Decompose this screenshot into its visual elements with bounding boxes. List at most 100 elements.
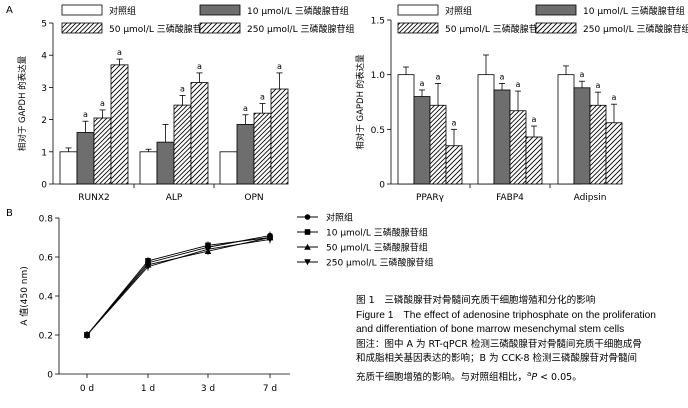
bar: [445, 145, 463, 185]
bar: [509, 110, 527, 185]
marker-triangle-down: [204, 246, 212, 253]
legend-swatch: [535, 22, 577, 34]
caption-note-line-2: 和成脂相关基因表达的影响；B 为 CCK-8 检测三磷酸腺苷对骨髓间: [356, 353, 638, 365]
caption-english-line-2: and differentiation of bone marrow mesen…: [356, 324, 625, 336]
x-tick-label: 7 d: [263, 384, 277, 394]
bar: [525, 136, 543, 185]
bar: [236, 124, 255, 185]
bar: [429, 104, 447, 185]
y-tick-label: 1.0: [371, 71, 386, 81]
caption-note-line-3-suffix: < 0.05。: [537, 372, 582, 384]
legend-swatch: [397, 22, 439, 34]
y-tick-label: 4: [41, 52, 47, 62]
bar: [573, 87, 591, 185]
legend-label: 250 μmol/L 三磷酸腺苷组: [583, 23, 688, 35]
y-tick-label: 1.5: [371, 17, 385, 27]
legend-label: 10 μmol/L 三磷酸腺苷组: [583, 5, 685, 17]
series-line: [86, 237, 271, 336]
caption-title: 图 1 三磷酸腺苷对骨髓间充质干细胞增殖和分化的影响: [356, 295, 596, 306]
caption-english-line-1: Figure 1 The effect of adenosine triphos…: [356, 309, 656, 321]
legend-label: 10 μmol/L 三磷酸腺苷组: [326, 227, 428, 239]
y-tick-label: 5: [41, 20, 47, 30]
significance-mark: a: [436, 72, 441, 81]
category-label: RUNX2: [78, 193, 109, 203]
caption-note-line-3-prefix: 充质干细胞增殖的影响。与对照组相比，: [356, 372, 528, 384]
bar: [413, 96, 431, 185]
legend-label: 50 μmol/L 三磷酸腺苷组: [109, 23, 211, 35]
y-tick-label: 3: [41, 84, 47, 94]
y-tick-label: 0.8: [39, 215, 54, 225]
bar: [270, 88, 289, 185]
legend-label: 50 μmol/L 三磷酸腺苷组: [326, 242, 428, 254]
significance-mark: a: [596, 81, 601, 90]
bar: [397, 74, 415, 185]
legend-label: 50 μmol/L 三磷酸腺苷组: [445, 23, 547, 35]
bar: [477, 74, 495, 185]
legend-swatch: [199, 4, 241, 16]
y-tick-label: 0.2: [39, 332, 53, 342]
significance-mark: a: [277, 62, 282, 71]
marker-triangle-down: [304, 259, 311, 266]
bar: [173, 104, 192, 185]
marker-circle: [304, 214, 311, 220]
caption-note-line-1: 图注：图中 A 为 RT-qPCR 检测三磷酸腺苷对骨髓间充质干细胞成骨: [356, 338, 642, 350]
bar: [493, 89, 511, 185]
category-label: FABP4: [496, 193, 524, 203]
y-tick-label: 0.6: [39, 254, 54, 264]
y-tick-label: 0: [47, 371, 53, 381]
significance-mark: a: [180, 84, 185, 93]
bar-legend-right: 对照组 10 μmol/L 三磷酸腺苷组 50 μmol/L 三磷酸腺苷组 250 μ…: [397, 4, 688, 35]
osteogenic-bar-chart: 0 1 2 3 4 5 相对于 GAPDH 的表达量 a a a RUNX2 a a ALP a a a OPN: [17, 20, 289, 203]
bar: [76, 132, 95, 185]
significance-mark: a: [260, 93, 265, 102]
legend-label: 对照组: [109, 5, 136, 17]
bar: [190, 82, 209, 185]
figure-caption: 图 1 三磷酸腺苷对骨髓间充质干细胞增殖和分化的影响 Figure 1 The …: [356, 294, 684, 386]
bar: [59, 151, 78, 185]
legend-swatch: [61, 4, 103, 16]
significance-mark: a: [420, 79, 425, 88]
y-axis-title: 相对于 GAPDH 的表达量: [17, 55, 28, 151]
series-line: [86, 237, 271, 336]
legend-swatch: [199, 22, 241, 34]
significance-mark: a: [532, 115, 537, 124]
y-axis-title: 相对于 GAPDH 的表达量: [355, 54, 366, 150]
bar: [93, 117, 112, 185]
bar: [589, 104, 607, 185]
bar: [605, 122, 623, 185]
proliferation-line-chart: 0 0.2 0.4 0.6 0.8 0 d 1 d 3 d 7 d A 值(450 nm) 对照组 1…: [18, 212, 433, 395]
y-axis-title: A 值(450 nm): [18, 266, 30, 326]
legend-label: 250 μmol/L 三磷酸腺苷组: [247, 23, 354, 35]
caption-p-symbol: P: [531, 372, 538, 384]
y-tick-label: 0.5: [371, 126, 385, 136]
legend-label: 10 μmol/L 三磷酸腺苷组: [247, 5, 349, 17]
marker-triangle-down: [83, 332, 91, 339]
series-line: [86, 239, 271, 336]
caption-significance-superscript: a: [527, 369, 532, 378]
series-line: [86, 235, 271, 336]
bar: [110, 64, 129, 185]
marker-triangle-down: [144, 263, 152, 271]
y-tick-label: 1: [41, 148, 47, 158]
significance-mark: a: [580, 70, 585, 79]
legend-label: 250 μmol/L 三磷酸腺苷组: [326, 257, 433, 269]
legend-label: 对照组: [326, 212, 353, 224]
bar-legend-left: 对照组 10 μmol/L 三磷酸腺苷组 50 μmol/L 三磷酸腺苷组 250 μ…: [61, 4, 354, 35]
significance-mark: a: [612, 93, 617, 102]
marker-triangle-up: [304, 243, 311, 250]
significance-mark: a: [117, 48, 122, 57]
bar: [219, 151, 238, 185]
significance-mark: a: [516, 80, 521, 89]
marker-square: [304, 229, 311, 235]
bar: [139, 151, 158, 185]
significance-mark: a: [83, 110, 88, 119]
significance-mark: a: [197, 62, 202, 71]
y-tick-label: 0: [41, 181, 47, 191]
legend-swatch: [397, 4, 439, 16]
marker-triangle-down: [266, 236, 274, 243]
y-tick-label: 0.4: [39, 293, 54, 303]
caption-note-line-3: 充质干细胞增殖的影响。与对照组相比，aP < 0.05。: [356, 367, 684, 386]
bar: [253, 112, 272, 185]
x-tick-label: 3 d: [201, 384, 215, 394]
